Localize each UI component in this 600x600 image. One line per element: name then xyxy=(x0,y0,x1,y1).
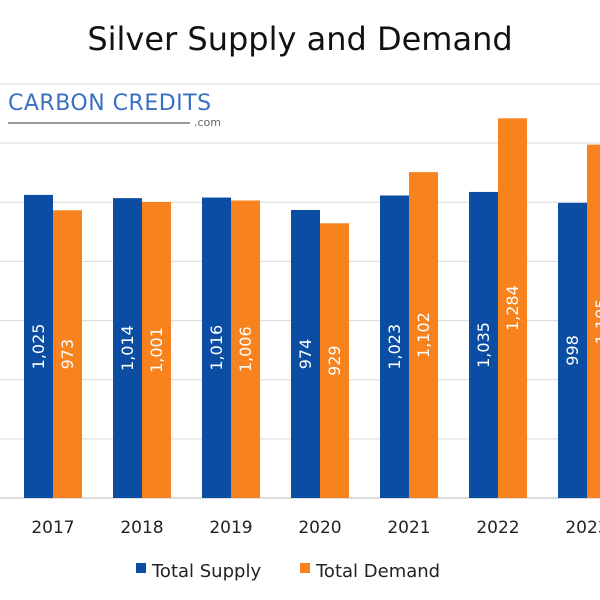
x-tick-label: 2023 xyxy=(565,518,600,538)
bar-demand-2022 xyxy=(498,118,527,498)
data-label-demand-2019: 1,006 xyxy=(236,326,255,372)
data-label-supply-2023: 998 xyxy=(563,335,582,366)
bar-demand-2018 xyxy=(142,201,171,499)
bar-supply-2018 xyxy=(113,198,142,498)
x-tick-label: 2019 xyxy=(209,518,252,538)
data-label-demand-2023: 1,195 xyxy=(592,298,600,344)
data-label-supply-2020: 974 xyxy=(296,339,315,370)
legend-label-demand: Total Demand xyxy=(315,561,440,582)
legend-swatch-supply xyxy=(136,563,146,573)
legend-swatch-demand xyxy=(300,563,310,573)
data-label-demand-2020: 929 xyxy=(325,345,344,376)
data-label-demand-2018: 1,001 xyxy=(147,327,166,373)
bar-supply-2021 xyxy=(380,195,409,498)
x-tick-label: 2022 xyxy=(476,518,519,538)
legend-label-supply: Total Supply xyxy=(151,561,261,582)
x-tick-label: 2017 xyxy=(31,518,74,538)
data-label-supply-2019: 1,016 xyxy=(207,325,226,371)
bar-demand-2023 xyxy=(587,144,600,498)
logo-text: CARBON CREDITS xyxy=(8,91,212,116)
x-tick-label: 2020 xyxy=(298,518,341,538)
chart-title: Silver Supply and Demand xyxy=(87,20,512,58)
bar-supply-2019 xyxy=(202,197,231,498)
logo-rule xyxy=(8,121,190,124)
bar-supply-2023 xyxy=(558,202,587,498)
bar-demand-2020 xyxy=(320,223,349,498)
bar-demand-2019 xyxy=(231,200,260,499)
bar-demand-2021 xyxy=(409,172,438,498)
logo-suffix: .com xyxy=(194,116,221,129)
carbon-credits-logo: CARBON CREDITS .com xyxy=(4,90,225,129)
x-tick-label: 2021 xyxy=(387,518,430,538)
data-label-supply-2018: 1,014 xyxy=(118,325,137,371)
bar-supply-2017 xyxy=(24,194,53,498)
data-label-demand-2017: 973 xyxy=(58,339,77,370)
bar-supply-2020 xyxy=(291,209,320,498)
data-label-supply-2017: 1,025 xyxy=(29,324,48,370)
data-label-supply-2021: 1,023 xyxy=(385,324,404,370)
data-label-demand-2021: 1,102 xyxy=(414,312,433,358)
bar-demand-2017 xyxy=(53,210,82,498)
data-label-demand-2022: 1,284 xyxy=(503,285,522,331)
bar-supply-2022 xyxy=(469,191,498,498)
x-tick-label: 2018 xyxy=(120,518,163,538)
data-label-supply-2022: 1,035 xyxy=(474,322,493,368)
